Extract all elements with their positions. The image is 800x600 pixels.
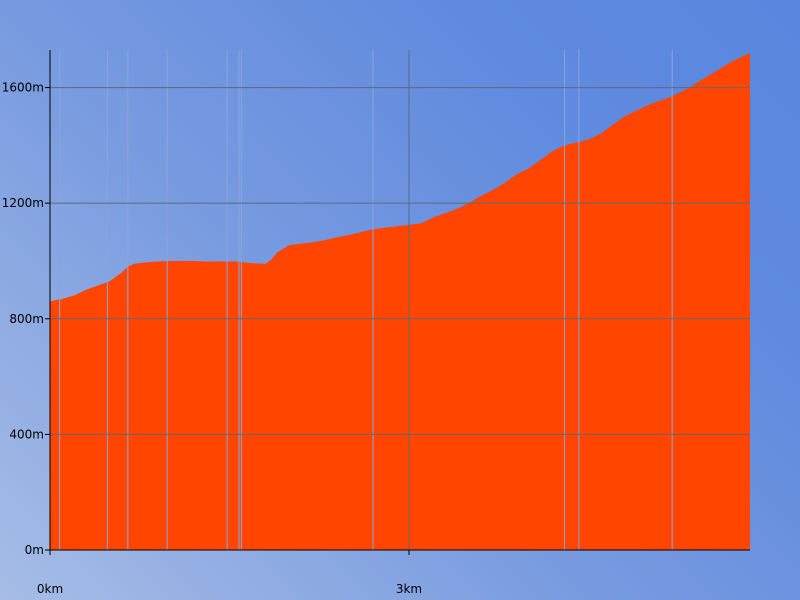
area-series bbox=[50, 52, 750, 551]
elevation-area bbox=[50, 52, 750, 551]
y-tick-label-3: 1200m bbox=[2, 196, 44, 210]
y-tick-label-2: 800m bbox=[9, 312, 44, 326]
x-tick-label-1: 3km bbox=[396, 582, 422, 596]
y-tick-label-1: 400m bbox=[9, 427, 44, 441]
tick-labels: 0m 400m 800m 1200m 1600m 0km 3km bbox=[2, 81, 422, 596]
x-tick-label-0: 0km bbox=[37, 582, 63, 596]
y-tick-label-0: 0m bbox=[25, 543, 44, 557]
axes bbox=[45, 50, 750, 555]
y-tick-label-4: 1600m bbox=[2, 81, 44, 95]
area-gaps bbox=[50, 50, 750, 550]
